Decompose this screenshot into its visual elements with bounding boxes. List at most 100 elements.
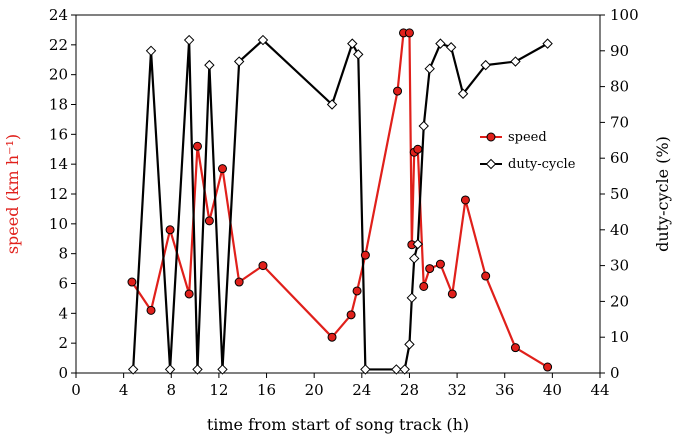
right-y-tick-label: 100 <box>610 6 639 24</box>
x-tick-label: 32 <box>448 381 467 399</box>
speed-point <box>460 195 470 205</box>
speed-point <box>165 225 175 235</box>
speed-point <box>127 277 137 287</box>
duty-cycle-point <box>233 56 245 67</box>
duty-cycle-point <box>217 364 228 375</box>
legend: speed duty-cycle <box>474 123 584 181</box>
duty-cycle-point <box>445 42 457 53</box>
duty-cycle-point <box>127 364 139 375</box>
duty-cycle-point <box>164 364 176 375</box>
duty-cycle-point <box>326 99 338 110</box>
speed-point <box>393 86 403 96</box>
speed-point <box>360 250 370 260</box>
right-y-tick-label: 50 <box>610 185 629 203</box>
duty-cycle-point <box>542 38 553 49</box>
left-y-tick-label: 22 <box>49 36 68 54</box>
x-tick-label: 8 <box>166 381 176 399</box>
duty-cycle-point <box>192 364 203 375</box>
right-y-tick-label: 20 <box>610 292 629 310</box>
x-axis-title: time from start of song track (h) <box>207 415 469 434</box>
left-y-tick-label: 18 <box>49 96 68 114</box>
left-y-tick-label: 24 <box>49 6 68 24</box>
duty-cycle-point <box>409 253 420 264</box>
duty-cycle-point <box>424 63 435 74</box>
legend-duty-marker <box>485 158 497 170</box>
speed-point <box>352 286 362 296</box>
left-y-tick-label: 14 <box>49 155 68 173</box>
right-y-tick-label: 80 <box>610 78 629 96</box>
duty-cycle-point <box>204 59 215 71</box>
left-y-tick-label: 16 <box>49 125 68 143</box>
duty-cycle-point <box>399 364 410 375</box>
right-y-tick-label: 0 <box>610 364 620 382</box>
speed-point <box>234 277 244 287</box>
duty-cycle-point <box>257 34 269 46</box>
duty-cycle-point <box>145 45 157 57</box>
speed-point <box>413 144 423 154</box>
speed-point <box>258 261 268 271</box>
x-axis: 0 4 8 12 16 20 24 28 32 36 40 44 <box>71 373 610 399</box>
speed-point <box>204 216 214 226</box>
duty-cycle-point <box>435 38 446 49</box>
x-tick-label: 20 <box>305 381 324 399</box>
x-tick-label: 36 <box>495 381 514 399</box>
right-y-tick-label: 70 <box>610 113 629 131</box>
speed-point <box>435 259 445 269</box>
x-tick-label: 16 <box>257 381 276 399</box>
left-y-tick-label: 20 <box>49 66 68 84</box>
right-y-axis: 0 10 20 30 40 50 60 70 80 90 100 <box>600 6 639 382</box>
duty-cycle-point <box>412 238 423 250</box>
speed-point <box>217 164 227 174</box>
x-tick-label: 28 <box>400 381 419 399</box>
series-layer <box>127 28 553 375</box>
speed-point <box>404 28 414 38</box>
duty-cycle-point <box>353 49 364 60</box>
left-y-tick-label: 0 <box>58 364 68 382</box>
x-tick-label: 12 <box>209 381 228 399</box>
left-y-tick-label: 12 <box>49 185 68 203</box>
duty-cycle-point <box>360 364 371 375</box>
legend-duty-label: duty-cycle <box>508 157 576 172</box>
left-y-axis-title: speed (km h⁻¹) <box>3 134 22 254</box>
left-y-tick-label: 6 <box>58 275 68 293</box>
right-y-tick-label: 40 <box>610 221 629 239</box>
speed-point <box>425 264 435 274</box>
speed-point <box>419 281 429 291</box>
speed-point <box>327 332 337 342</box>
duty-cycle-point <box>404 339 415 350</box>
duty-cycle-point <box>347 38 358 49</box>
duty-cycle-point <box>457 88 469 99</box>
duty-cycle-point <box>183 34 195 46</box>
left-y-tick-label: 10 <box>49 215 68 233</box>
x-tick-label: 0 <box>71 381 81 399</box>
left-y-tick-label: 8 <box>58 245 68 263</box>
x-tick-label: 40 <box>543 381 562 399</box>
speed-point <box>346 310 356 320</box>
x-tick-label: 24 <box>352 381 371 399</box>
left-y-tick-label: 2 <box>58 334 68 352</box>
speed-point <box>481 271 491 281</box>
right-y-axis-title: duty-cycle (%) <box>653 136 672 252</box>
speed-point <box>447 289 457 299</box>
speed-point <box>192 141 202 151</box>
duty-cycle-point <box>418 120 429 132</box>
duty-cycle-point <box>391 364 402 375</box>
speed-point <box>184 289 194 299</box>
x-tick-label: 4 <box>119 381 129 399</box>
right-y-tick-label: 30 <box>610 257 629 275</box>
left-y-tick-label: 4 <box>58 304 68 322</box>
duty-cycle-point <box>480 59 491 71</box>
x-tick-label: 44 <box>590 381 609 399</box>
right-y-tick-label: 90 <box>610 42 629 60</box>
speed-point <box>510 343 520 353</box>
right-y-tick-label: 10 <box>610 328 629 346</box>
duty-cycle-point <box>510 56 521 67</box>
duty-cycle-point <box>406 292 418 304</box>
legend-speed-marker <box>486 132 496 142</box>
right-y-tick-label: 60 <box>610 149 629 167</box>
legend-speed-label: speed <box>508 130 547 145</box>
speed-point <box>146 305 156 315</box>
speed-point <box>543 362 553 372</box>
